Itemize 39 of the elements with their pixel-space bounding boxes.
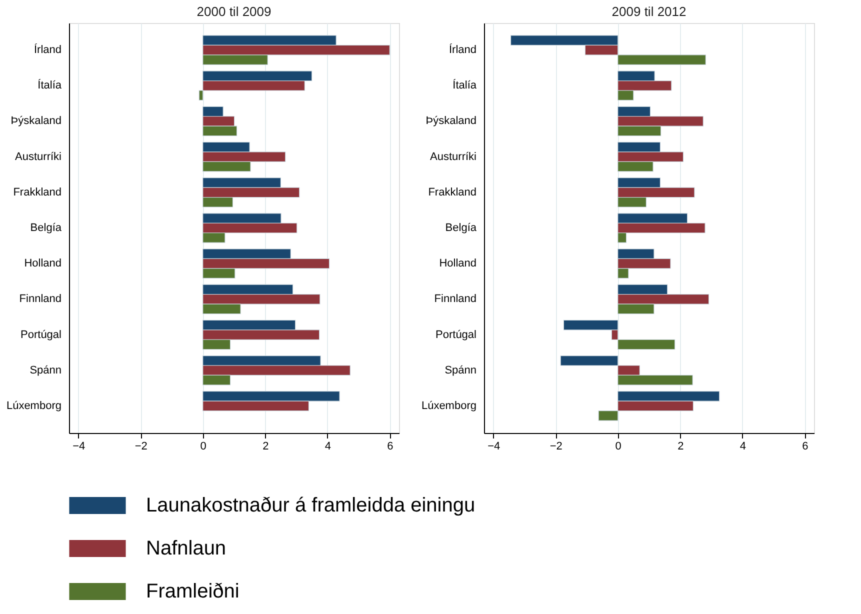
y-tick-label: Austurríki bbox=[430, 150, 476, 163]
x-tick-label: −2 bbox=[134, 440, 148, 452]
chart-title: 2000 til 2009 bbox=[196, 4, 272, 19]
x-tick-label: 0 bbox=[200, 440, 206, 452]
y-tick-label: Belgía bbox=[30, 222, 62, 234]
y-tick-label: Ítalía bbox=[452, 78, 478, 92]
y-tick-label: Frakkland bbox=[13, 186, 62, 198]
y-tick-label: Belgía bbox=[445, 222, 478, 234]
x-tick-label: 6 bbox=[387, 440, 394, 452]
y-tick-label: Írland bbox=[34, 43, 62, 56]
x-tick-label: 6 bbox=[802, 440, 808, 452]
y-tick-label: Austurríki bbox=[15, 150, 62, 163]
y-tick-label: Frakkland bbox=[428, 186, 476, 198]
y-tick-label: Lúxemborg bbox=[421, 400, 476, 412]
y-tick-label: Holland bbox=[24, 258, 62, 270]
x-tick-label: 2 bbox=[262, 440, 269, 452]
x-tick-label: 0 bbox=[615, 440, 622, 452]
y-tick-label: Ítalía bbox=[38, 78, 62, 92]
x-tick-label: −2 bbox=[550, 440, 562, 452]
y-tick-label: Portúgal bbox=[20, 328, 62, 341]
y-tick-label: Írland bbox=[448, 43, 476, 56]
y-tick-label: Portúgal bbox=[436, 328, 476, 341]
legend-label: Launakostnaður á framleidda einingu bbox=[146, 494, 476, 516]
y-tick-label: Finnland bbox=[19, 293, 62, 306]
x-tick-label: 4 bbox=[324, 440, 331, 452]
x-tick-label: 2 bbox=[678, 440, 684, 452]
y-tick-label: Holland bbox=[439, 258, 476, 270]
y-tick-label: Þýskaland bbox=[426, 115, 476, 128]
y-tick-label: Lúxemborg bbox=[6, 400, 62, 412]
y-tick-label: Spánn bbox=[30, 364, 62, 376]
x-tick-label: −4 bbox=[488, 440, 500, 452]
y-tick-label: Þýskaland bbox=[10, 115, 62, 128]
y-tick-label: Spánn bbox=[444, 364, 476, 376]
legend-label: Framleiðni bbox=[146, 580, 240, 602]
y-tick-label: Finnland bbox=[434, 293, 476, 306]
x-tick-label: 4 bbox=[740, 440, 746, 452]
x-tick-label: −4 bbox=[72, 440, 86, 452]
chart-title: 2009 til 2012 bbox=[612, 4, 686, 19]
legend-label: Nafnlaun bbox=[146, 538, 226, 560]
